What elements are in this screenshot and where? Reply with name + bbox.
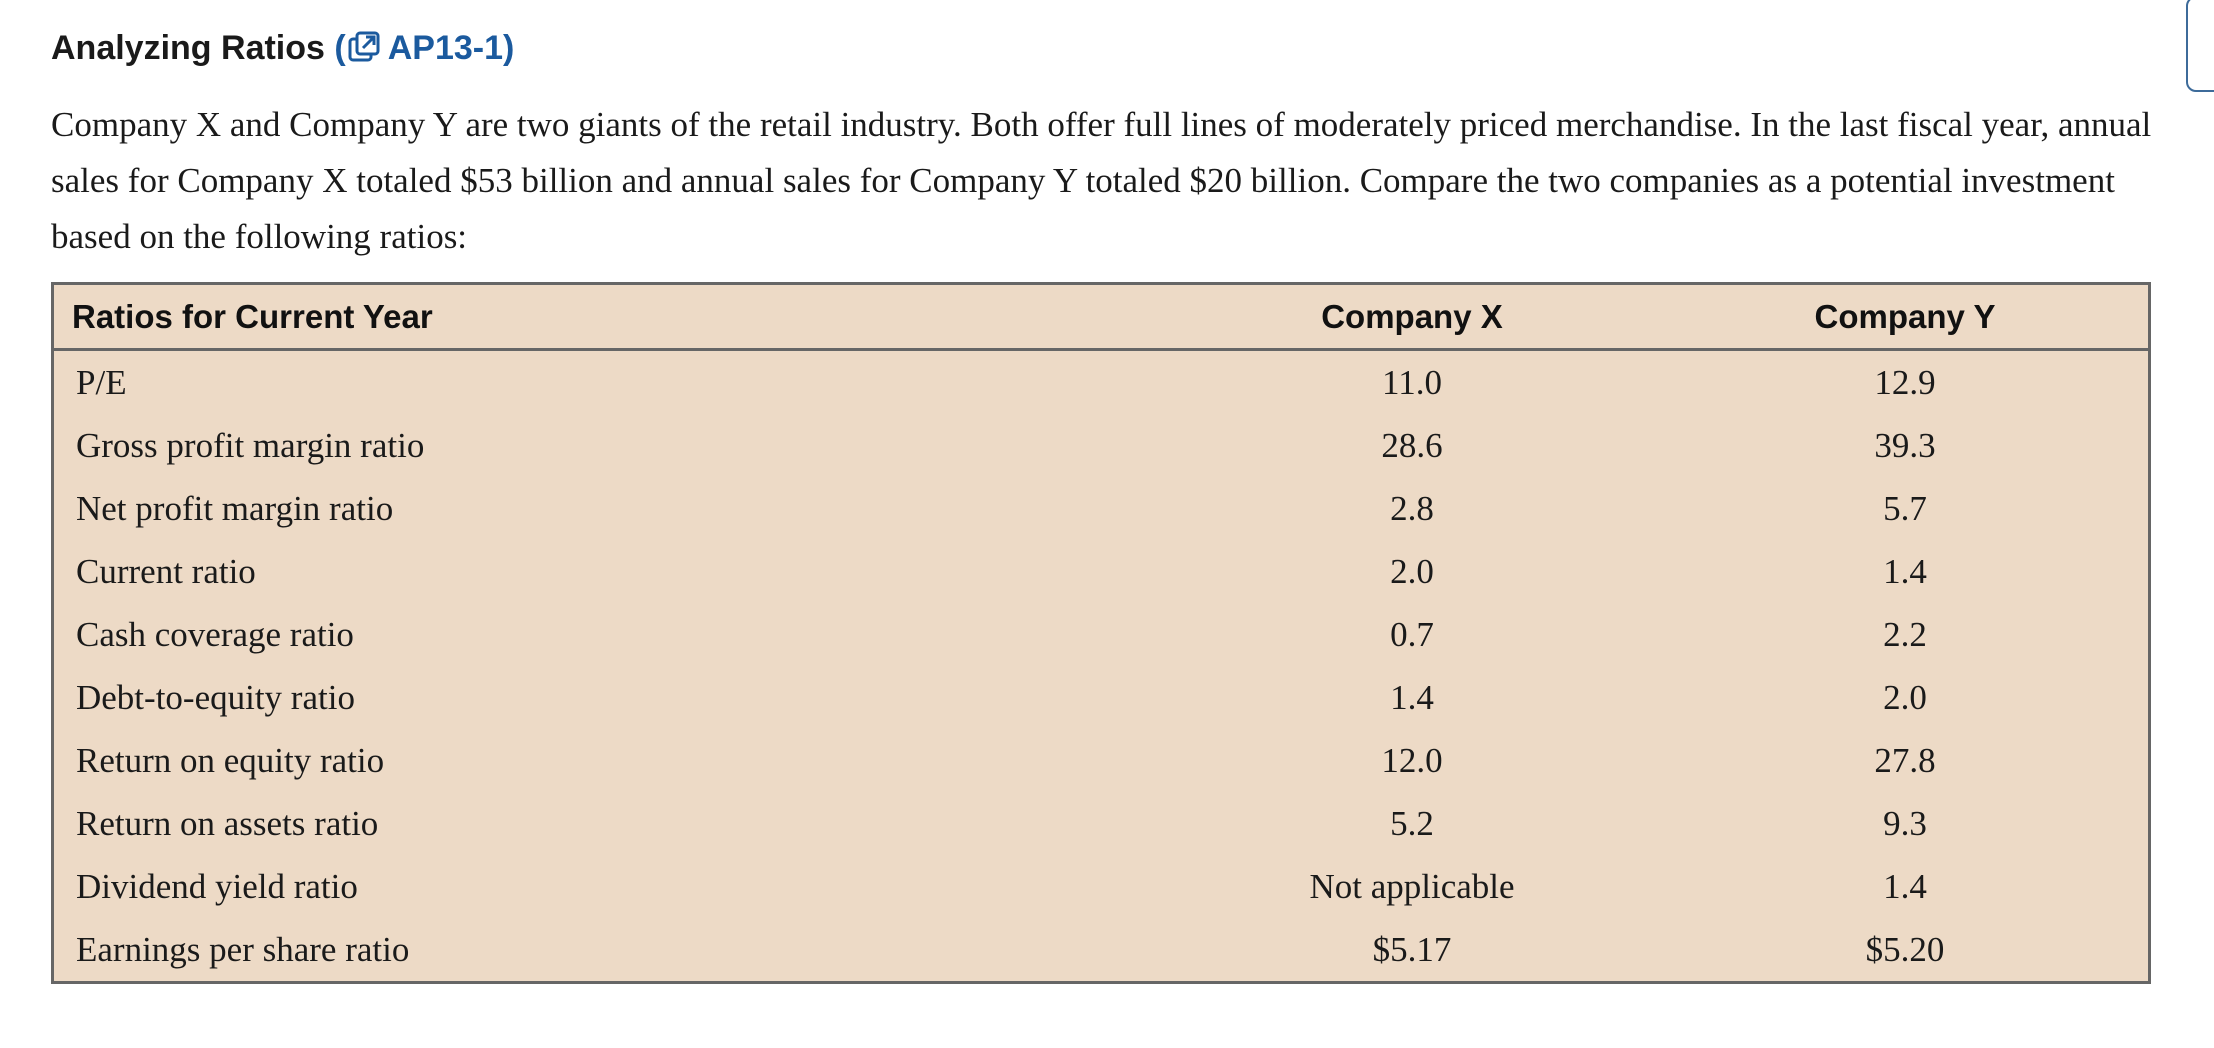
company-x-value: 1.4 (1390, 677, 1434, 717)
table-header-row: Ratios for Current Year Company X Compan… (52, 283, 2150, 351)
page-heading: Analyzing Ratios ( AP13-1) (51, 22, 514, 74)
side-panel-tab[interactable] (2186, 0, 2214, 92)
company-x-value: 0.7 (1390, 614, 1434, 654)
row-label: Return on equity ratio (76, 740, 385, 780)
row-label: Earnings per share ratio (76, 929, 410, 969)
row-label: Dividend yield ratio (76, 866, 358, 906)
row-label: Gross profit margin ratio (76, 425, 425, 465)
row-label: Return on assets ratio (76, 803, 379, 843)
row-label: Current ratio (76, 551, 256, 591)
company-x-value: Not applicable (1309, 866, 1515, 906)
table-row: Debt-to-equity ratio 1.4 2.0 (53, 666, 2150, 729)
row-label: P/E (76, 362, 127, 402)
table-row: P/E 11.0 12.9 (53, 350, 2150, 415)
company-x-value: 2.8 (1390, 488, 1434, 528)
reference-open-paren: ( (334, 29, 346, 67)
company-y-value: $5.20 (1865, 929, 1945, 969)
company-y-value: 9.3 (1883, 803, 1927, 843)
column-header-company-y: Company Y (1662, 283, 2150, 351)
reference-label: AP13-1) (387, 29, 515, 67)
table-row: Earnings per share ratio $5.17 $5.20 (53, 918, 2150, 983)
table-row: Gross profit margin ratio 28.6 39.3 (53, 414, 2150, 477)
intro-paragraph: Company X and Company Y are two giants o… (51, 105, 2152, 256)
company-x-value: 12.0 (1381, 740, 1443, 780)
company-y-value: 27.8 (1874, 740, 1936, 780)
external-link-icon (348, 27, 384, 62)
company-y-value: 2.2 (1883, 614, 1927, 654)
table-row: Dividend yield ratio Not applicable 1.4 (53, 855, 2150, 918)
table-row: Return on assets ratio 5.2 9.3 (53, 792, 2150, 855)
company-x-value: 5.2 (1390, 803, 1434, 843)
table-row: Net profit margin ratio 2.8 5.7 (53, 477, 2150, 540)
company-x-value: 2.0 (1390, 551, 1434, 591)
company-y-value: 1.4 (1883, 551, 1927, 591)
company-x-value: 28.6 (1381, 425, 1443, 465)
company-y-value: 5.7 (1883, 488, 1927, 528)
table-row: Cash coverage ratio 0.7 2.2 (53, 603, 2150, 666)
ratios-table: Ratios for Current Year Company X Compan… (51, 282, 2151, 984)
column-header-company-x: Company X (1162, 283, 1662, 351)
page-title: Analyzing Ratios (51, 29, 325, 67)
company-y-value: 39.3 (1874, 425, 1936, 465)
row-label: Cash coverage ratio (76, 614, 354, 654)
reference-link[interactable]: ( AP13-1) (334, 29, 514, 67)
column-header-ratio: Ratios for Current Year (52, 283, 1162, 351)
row-label: Net profit margin ratio (76, 488, 394, 528)
company-y-value: 1.4 (1883, 866, 1927, 906)
row-label: Debt-to-equity ratio (76, 677, 355, 717)
table-row: Return on equity ratio 12.0 27.8 (53, 729, 2150, 792)
company-x-value: $5.17 (1372, 929, 1452, 969)
company-x-value: 11.0 (1382, 362, 1442, 402)
table-row: Current ratio 2.0 1.4 (53, 540, 2150, 603)
company-y-value: 2.0 (1883, 677, 1927, 717)
company-y-value: 12.9 (1874, 362, 1936, 402)
